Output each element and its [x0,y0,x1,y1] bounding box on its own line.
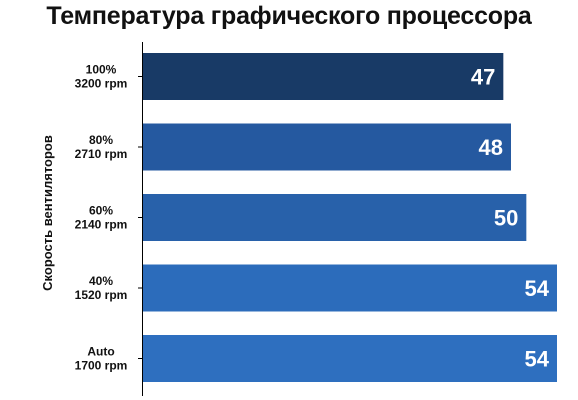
y-tick-label-2-line-1: 2140 rpm [75,218,128,232]
bar-4 [143,335,557,382]
bar-0 [143,53,504,100]
y-axis-title: Скорость вентиляторов [40,135,55,291]
y-tick-label-1-line-1: 2710 rpm [75,147,128,161]
y-tick-label-1-line-0: 80% [89,133,113,147]
chart-title: Температура графического процессора [46,2,532,30]
bar-1 [143,123,511,171]
y-tick-label-0-line-0: 100% [86,63,117,77]
y-tick-label-2-line-0: 60% [89,204,113,218]
bar-2 [143,194,527,241]
bar-value-label-4: 54 [525,347,550,372]
y-tick-label-3-line-0: 40% [89,274,113,288]
bar-value-label-2: 50 [494,206,518,231]
y-tick-label-4-line-0: Auto [87,345,114,359]
bar-3 [143,264,557,312]
y-tick-label-0-line-1: 3200 rpm [75,77,128,91]
bars-group: 47 100%3200 rpm 48 80%2710 rpm 50 60%2140 rpm… [75,53,557,382]
bar-value-label-0: 47 [471,65,495,90]
y-tick-label-3-line-1: 1520 rpm [75,288,128,302]
bar-value-label-1: 48 [479,135,503,160]
y-tick-label-4-line-1: 1700 rpm [75,359,128,373]
bar-value-label-3: 54 [525,276,550,301]
